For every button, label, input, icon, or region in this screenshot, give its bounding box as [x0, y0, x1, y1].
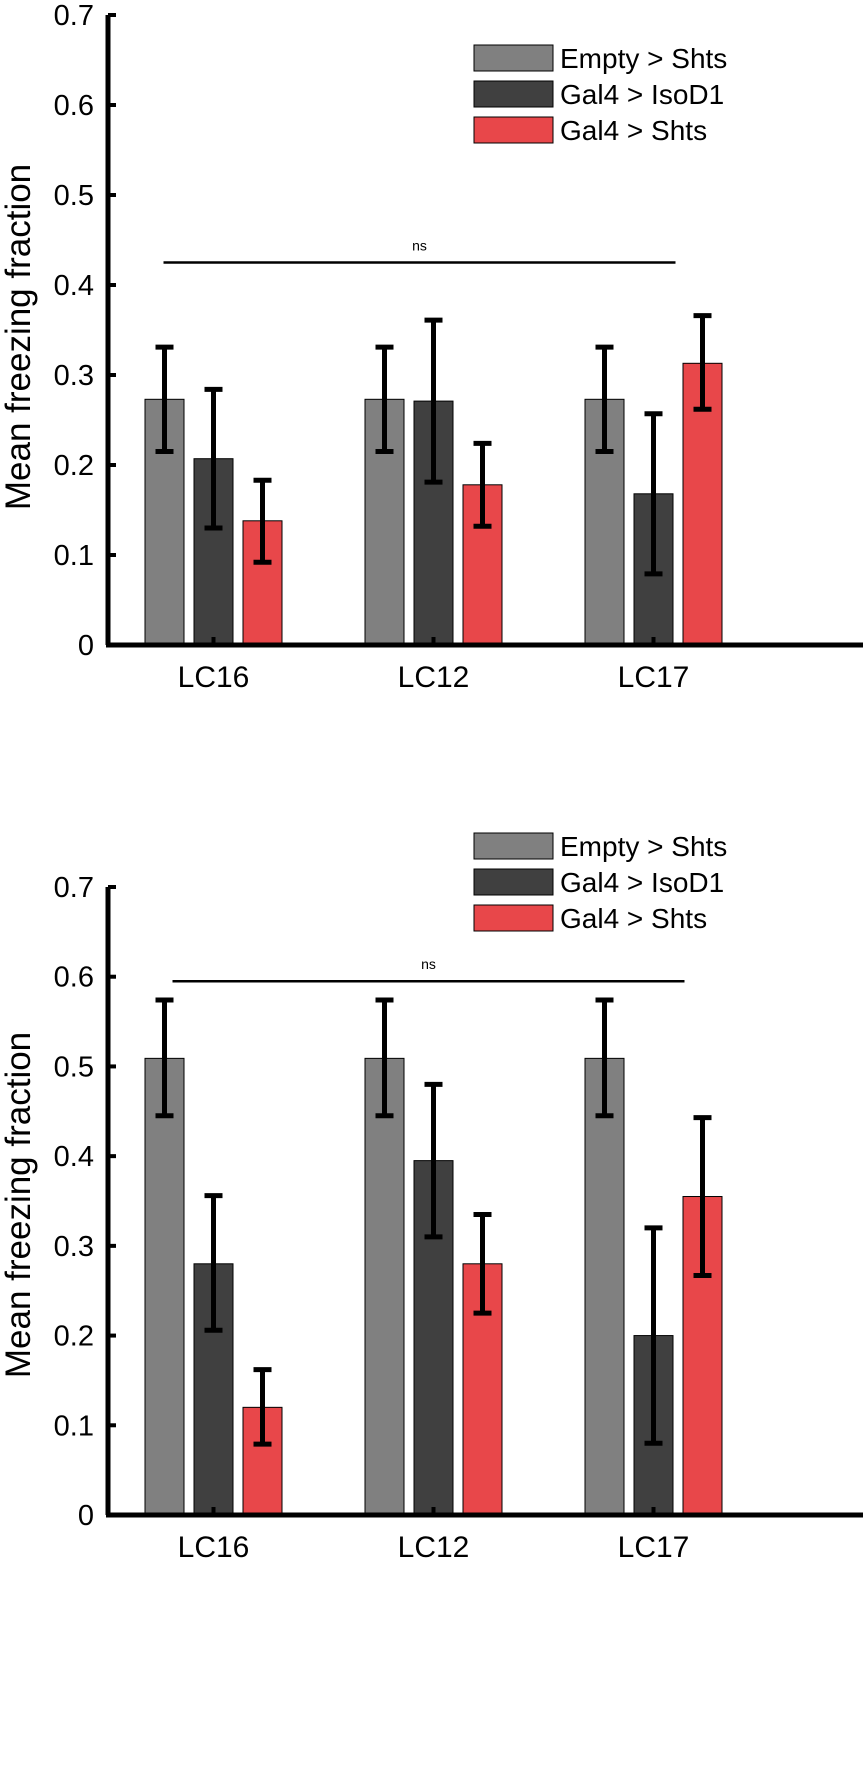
- legend-swatch-3: [473, 116, 554, 144]
- significance-label: ns: [412, 238, 427, 254]
- error-bar-lc16-series-2: [204, 386, 223, 531]
- x-tick-label-lc16: LC16: [178, 661, 250, 694]
- error-bar-lc12-series-2: [424, 1081, 443, 1240]
- y-tick-label: 0.1: [54, 540, 94, 572]
- legend-label-2: Gal4 > IsoD1: [560, 867, 724, 898]
- error-bar-lc17-series-3: [693, 313, 712, 412]
- error-bar-lc12-series-1: [375, 997, 394, 1119]
- error-bar-lc12-series-2: [424, 317, 443, 485]
- error-bar-lc16-series-2: [204, 1193, 223, 1333]
- y-tick-label: 0.7: [54, 0, 94, 32]
- y-tick-label: 0.6: [54, 90, 94, 122]
- legend-swatch-1: [473, 44, 554, 72]
- significance-label: ns: [421, 956, 436, 972]
- error-bar-lc12-series-3: [473, 1211, 492, 1316]
- legend-label-3: Gal4 > Shts: [560, 115, 707, 146]
- error-bar-lc12-series-1: [375, 344, 394, 454]
- error-bar-lc17-series-1: [595, 344, 614, 454]
- legend-swatch-2: [473, 80, 554, 108]
- x-tick-label-lc16: LC16: [178, 1531, 250, 1564]
- error-bar-lc16-series-1: [155, 344, 174, 454]
- y-tick-label: 0.4: [54, 1141, 94, 1173]
- y-tick-label: 0.3: [54, 1231, 94, 1263]
- error-bar-lc17-series-3: [693, 1115, 712, 1278]
- x-tick-label-lc12: LC12: [398, 661, 470, 694]
- error-bar-lc16-series-1: [155, 997, 174, 1119]
- chart-panel-2: Mean freezing fraction 0 0.1 0.2 0.3 0.4 0.5 0.…: [0, 831, 863, 1564]
- y-tick-label: 0.2: [54, 450, 94, 482]
- legend-swatch-2: [473, 868, 554, 896]
- legend: Empty > Shts Gal4 > IsoD1 Gal4 > Shts: [473, 831, 727, 934]
- legend-label-1: Empty > Shts: [560, 43, 727, 74]
- chart-panel-1: Mean freezing fraction 0 0.1 0.2 0.3 0.4 0.5 0.…: [0, 0, 863, 694]
- error-bar-lc16-series-3: [253, 1367, 272, 1447]
- y-axis-label: Mean freezing fraction: [0, 1032, 38, 1378]
- legend-label-1: Empty > Shts: [560, 831, 727, 862]
- error-bar-lc16-series-3: [253, 477, 272, 565]
- y-tick-label: 0.5: [54, 180, 94, 212]
- error-bar-lc17-series-1: [595, 997, 614, 1119]
- error-bar-lc12-series-3: [473, 440, 492, 529]
- legend-swatch-3: [473, 904, 554, 932]
- x-tick-label-lc12: LC12: [398, 1531, 470, 1564]
- y-tick-label: 0.2: [54, 1321, 94, 1353]
- y-axis-label: Mean freezing fraction: [0, 164, 38, 510]
- x-tick-label-lc17: LC17: [618, 1531, 690, 1564]
- y-tick-label: 0.7: [54, 872, 94, 904]
- y-tick-label: 0: [78, 1500, 94, 1532]
- legend-label-3: Gal4 > Shts: [560, 903, 707, 934]
- y-tick-label: 0.5: [54, 1051, 94, 1083]
- y-tick-label: 0.6: [54, 962, 94, 994]
- bar-lc17-series-1: [584, 1057, 625, 1516]
- y-tick-label: 0.3: [54, 360, 94, 392]
- bar-lc16-series-1: [144, 1057, 185, 1516]
- legend-label-2: Gal4 > IsoD1: [560, 79, 724, 110]
- y-tick-label: 0.4: [54, 270, 94, 302]
- legend: Empty > Shts Gal4 > IsoD1 Gal4 > Shts: [473, 43, 727, 146]
- error-bar-lc17-series-2: [644, 1225, 663, 1446]
- error-bar-lc17-series-2: [644, 411, 663, 577]
- bar-lc12-series-1: [364, 1057, 405, 1516]
- y-tick-label: 0.1: [54, 1410, 94, 1442]
- x-tick-label-lc17: LC17: [618, 661, 690, 694]
- y-tick-label: 0: [78, 630, 94, 662]
- legend-swatch-1: [473, 832, 554, 860]
